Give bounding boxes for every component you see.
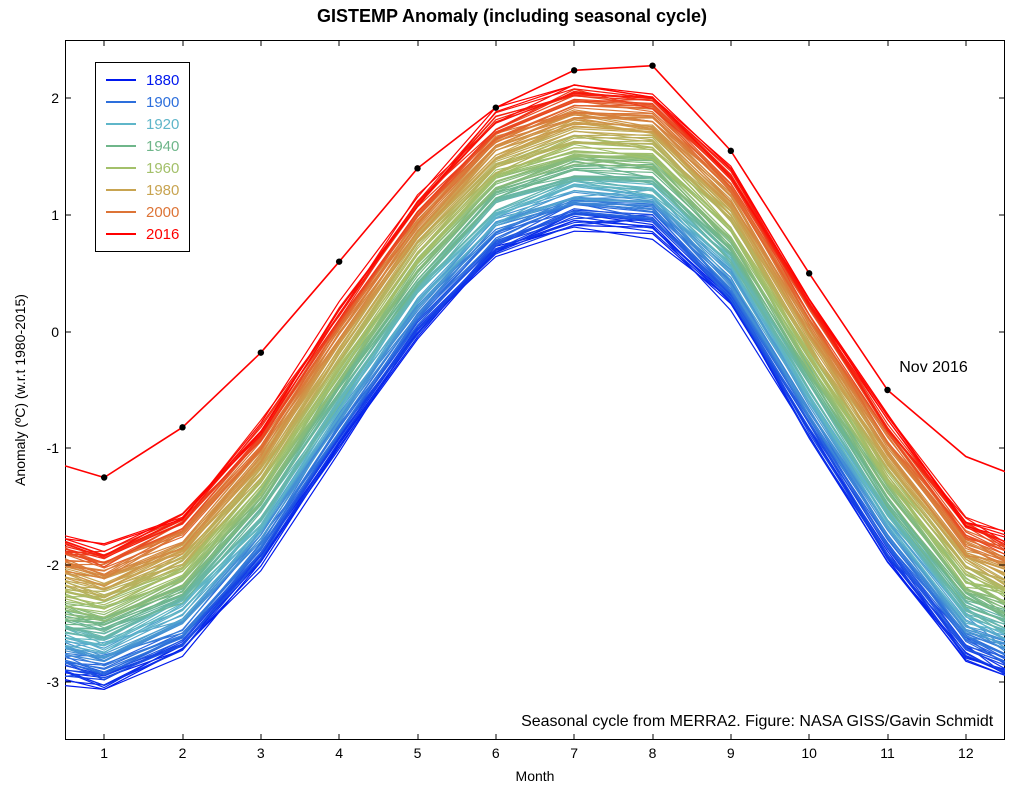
legend-label: 2000 bbox=[146, 204, 179, 221]
x-tick bbox=[965, 40, 966, 46]
y-tick-label: -2 bbox=[19, 557, 59, 573]
legend-label: 2016 bbox=[146, 226, 179, 243]
legend-label: 1960 bbox=[146, 160, 179, 177]
x-tick bbox=[809, 734, 810, 740]
legend-item: 1960 bbox=[106, 157, 179, 179]
x-tick bbox=[417, 734, 418, 740]
x-tick-label: 2 bbox=[179, 745, 187, 761]
marker-2016 bbox=[571, 67, 577, 73]
legend-line-icon bbox=[106, 145, 136, 147]
marker-2016 bbox=[884, 387, 890, 393]
x-tick-label: 3 bbox=[257, 745, 265, 761]
y-tick bbox=[65, 448, 71, 449]
y-tick-label: -3 bbox=[19, 674, 59, 690]
legend-item: 1980 bbox=[106, 179, 179, 201]
x-tick bbox=[417, 40, 418, 46]
x-tick bbox=[495, 40, 496, 46]
chart-title: GISTEMP Anomaly (including seasonal cycl… bbox=[0, 6, 1024, 27]
x-tick bbox=[495, 734, 496, 740]
annotation-nov-2016: Nov 2016 bbox=[899, 359, 968, 377]
x-tick-label: 4 bbox=[335, 745, 343, 761]
x-tick-label: 10 bbox=[801, 745, 817, 761]
x-tick-label: 1 bbox=[100, 745, 108, 761]
legend-item: 1900 bbox=[106, 91, 179, 113]
y-tick-label: -1 bbox=[19, 440, 59, 456]
y-tick bbox=[65, 98, 71, 99]
marker-2016 bbox=[728, 148, 734, 154]
x-tick bbox=[574, 40, 575, 46]
y-tick bbox=[999, 98, 1005, 99]
y-tick-label: 1 bbox=[19, 207, 59, 223]
legend-line-icon bbox=[106, 79, 136, 81]
y-tick-label: 0 bbox=[19, 324, 59, 340]
y-axis-label-wrap: Anomaly (ºC) (w.r.t 1980-2015) bbox=[0, 0, 30, 790]
legend-label: 1920 bbox=[146, 116, 179, 133]
marker-2016 bbox=[649, 62, 655, 68]
x-tick bbox=[652, 734, 653, 740]
x-tick bbox=[104, 40, 105, 46]
legend-label: 1880 bbox=[146, 72, 179, 89]
x-tick bbox=[182, 40, 183, 46]
x-tick bbox=[652, 40, 653, 46]
legend-line-icon bbox=[106, 123, 136, 125]
marker-2016 bbox=[493, 104, 499, 110]
marker-2016 bbox=[414, 165, 420, 171]
x-tick bbox=[887, 734, 888, 740]
legend-line-icon bbox=[106, 211, 136, 213]
marker-2016 bbox=[336, 258, 342, 264]
x-tick bbox=[887, 40, 888, 46]
figure-container: GISTEMP Anomaly (including seasonal cycl… bbox=[0, 0, 1024, 790]
x-tick bbox=[260, 734, 261, 740]
x-tick bbox=[182, 734, 183, 740]
y-tick bbox=[65, 215, 71, 216]
y-tick bbox=[65, 331, 71, 332]
x-tick bbox=[730, 40, 731, 46]
legend-label: 1900 bbox=[146, 94, 179, 111]
legend-item: 2000 bbox=[106, 201, 179, 223]
legend-item: 1940 bbox=[106, 135, 179, 157]
marker-2016 bbox=[101, 474, 107, 480]
legend-line-icon bbox=[106, 101, 136, 103]
legend-line-icon bbox=[106, 189, 136, 191]
x-tick bbox=[574, 734, 575, 740]
y-tick bbox=[999, 565, 1005, 566]
x-tick-label: 8 bbox=[649, 745, 657, 761]
chart-lines-svg bbox=[65, 40, 1005, 740]
x-tick-label: 5 bbox=[414, 745, 422, 761]
footer-note: Seasonal cycle from MERRA2. Figure: NASA… bbox=[0, 713, 993, 731]
x-tick bbox=[260, 40, 261, 46]
x-axis-label: Month bbox=[65, 768, 1005, 784]
x-tick bbox=[339, 734, 340, 740]
marker-2016 bbox=[806, 270, 812, 276]
legend-item: 1880 bbox=[106, 69, 179, 91]
legend-line-icon bbox=[106, 167, 136, 169]
marker-2016 bbox=[258, 349, 264, 355]
legend-label: 1980 bbox=[146, 182, 179, 199]
legend-line-icon bbox=[106, 233, 136, 235]
y-tick bbox=[999, 681, 1005, 682]
y-tick bbox=[65, 681, 71, 682]
y-tick bbox=[999, 448, 1005, 449]
legend-item: 1920 bbox=[106, 113, 179, 135]
x-tick-label: 9 bbox=[727, 745, 735, 761]
y-tick-label: 2 bbox=[19, 90, 59, 106]
x-tick-label: 7 bbox=[570, 745, 578, 761]
legend-box: 1880 1900 1920 1940 1960 1980 2000 2016 bbox=[95, 62, 190, 252]
x-tick-label: 12 bbox=[958, 745, 974, 761]
x-tick bbox=[104, 734, 105, 740]
legend-item: 2016 bbox=[106, 223, 179, 245]
marker-2016 bbox=[179, 424, 185, 430]
x-tick-label: 6 bbox=[492, 745, 500, 761]
y-tick bbox=[65, 565, 71, 566]
x-tick-label: 11 bbox=[880, 745, 895, 761]
x-tick bbox=[965, 734, 966, 740]
x-tick bbox=[730, 734, 731, 740]
y-tick bbox=[999, 331, 1005, 332]
x-tick bbox=[339, 40, 340, 46]
legend-label: 1940 bbox=[146, 138, 179, 155]
y-tick bbox=[999, 215, 1005, 216]
x-tick bbox=[809, 40, 810, 46]
